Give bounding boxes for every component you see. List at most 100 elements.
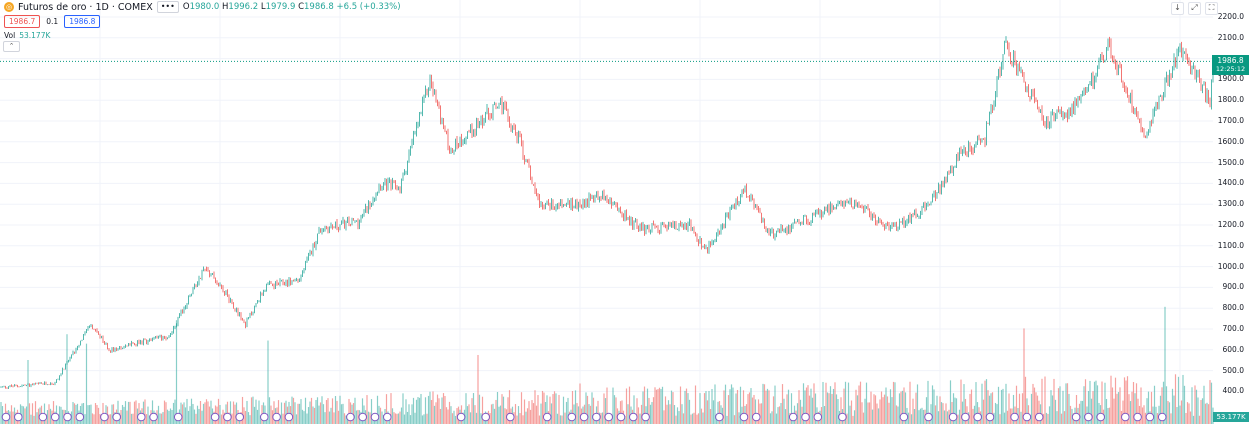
volume-bar [1146, 398, 1148, 424]
volume-bar [987, 390, 989, 424]
volume-bar [639, 413, 641, 424]
event-marker [961, 412, 970, 422]
volume-bar [894, 382, 896, 424]
more-options-button[interactable]: ••• [156, 1, 179, 13]
volume-bar [588, 404, 590, 424]
event-marker [235, 412, 244, 422]
volume-bar [895, 405, 898, 424]
y-tick-label: 1700.0 [1217, 116, 1244, 125]
collapse-legend-button[interactable]: ⌃ [3, 41, 20, 52]
volume-bar [232, 401, 235, 424]
volume-bar [1207, 404, 1210, 424]
sell-button[interactable]: 1986.7 [4, 15, 41, 28]
volume-bar [714, 384, 716, 424]
buy-button[interactable]: 1986.8 [64, 15, 101, 28]
volume-bar [891, 397, 893, 424]
volume-bar [445, 407, 448, 424]
volume-bar [378, 405, 380, 424]
volume-bar [246, 400, 248, 424]
volume-bar [75, 404, 77, 424]
volume-bar [1056, 411, 1058, 424]
volume-bar [393, 412, 395, 424]
volume-bar [301, 409, 304, 424]
volume-bar [1150, 391, 1153, 424]
event-marker [715, 412, 724, 422]
event-marker [112, 412, 121, 422]
volume-bar [981, 383, 983, 424]
volume-bar [760, 403, 763, 424]
volume-bar [798, 390, 800, 424]
volume-bar [736, 389, 739, 424]
volume-bar [909, 381, 911, 424]
volume-bar [12, 411, 14, 424]
volume-bar [682, 413, 685, 424]
volume-bar [831, 393, 833, 424]
volume-bar [490, 404, 493, 424]
volume-bar [847, 382, 850, 424]
volume-bar [151, 400, 154, 424]
volume-bar [925, 397, 928, 424]
volume-bar [523, 399, 526, 424]
volume-bar [1063, 411, 1066, 424]
volume-bar [1047, 413, 1049, 424]
volume-bar [681, 404, 683, 424]
volume-bar [1119, 387, 1121, 424]
event-marker [1145, 412, 1155, 422]
volume-bar [531, 400, 533, 424]
volume-bar [877, 408, 880, 424]
volume-bar [147, 406, 149, 424]
event-marker [481, 412, 491, 422]
symbol-title[interactable]: Futuros de oro · 1D · COMEX [18, 1, 153, 13]
volume-bar [132, 413, 134, 424]
volume-bar [1210, 382, 1213, 424]
volume-bar [495, 399, 497, 424]
volume-bar [96, 405, 98, 424]
volume-bar [391, 408, 394, 424]
volume-bar [174, 399, 176, 424]
volume-bar [552, 394, 554, 424]
event-marker [567, 412, 577, 422]
volume-bar [297, 403, 299, 424]
volume-bar [642, 391, 644, 424]
volume-bar [534, 390, 536, 424]
volume-bar [556, 413, 559, 424]
volume-bar [750, 388, 752, 424]
event-marker [370, 412, 380, 422]
volume-bar [1203, 385, 1205, 424]
event-marker [838, 412, 847, 422]
volume-bar [310, 397, 313, 424]
volume-bar [754, 399, 757, 424]
volume-bar [481, 396, 484, 424]
volume-bar [327, 398, 329, 424]
volume-bar [475, 412, 478, 424]
volume-bar [312, 406, 314, 424]
volume-bar [762, 383, 764, 424]
volume-bar [1126, 376, 1129, 424]
volume-bar [943, 410, 946, 424]
volume-bar [435, 402, 437, 424]
volume-bar [243, 407, 245, 424]
volume-bar [934, 405, 937, 424]
expand-icon[interactable]: ⤢ [1188, 2, 1201, 15]
volume-bar [93, 414, 95, 424]
volume-bar [234, 404, 236, 424]
volume-bar [195, 413, 197, 424]
volume-bar [684, 390, 686, 424]
volume-bar [1068, 393, 1070, 424]
volume-bar [403, 414, 406, 424]
volume-bar [292, 397, 295, 424]
arrow-down-icon[interactable]: ↓ [1171, 2, 1184, 15]
volume-bar [144, 399, 146, 424]
volume-bar [1131, 391, 1133, 424]
volume-bar [933, 389, 935, 424]
volume-bar [339, 395, 341, 424]
volume-bar [670, 390, 673, 424]
volume-bar [1015, 385, 1018, 424]
y-tick-label: 1200.0 [1217, 220, 1244, 229]
event-marker [1034, 412, 1044, 422]
volume-bar [850, 400, 853, 424]
volume-bar [1192, 415, 1195, 424]
volume-bar [748, 392, 751, 424]
fullscreen-icon[interactable]: ⛶ [1205, 2, 1218, 15]
